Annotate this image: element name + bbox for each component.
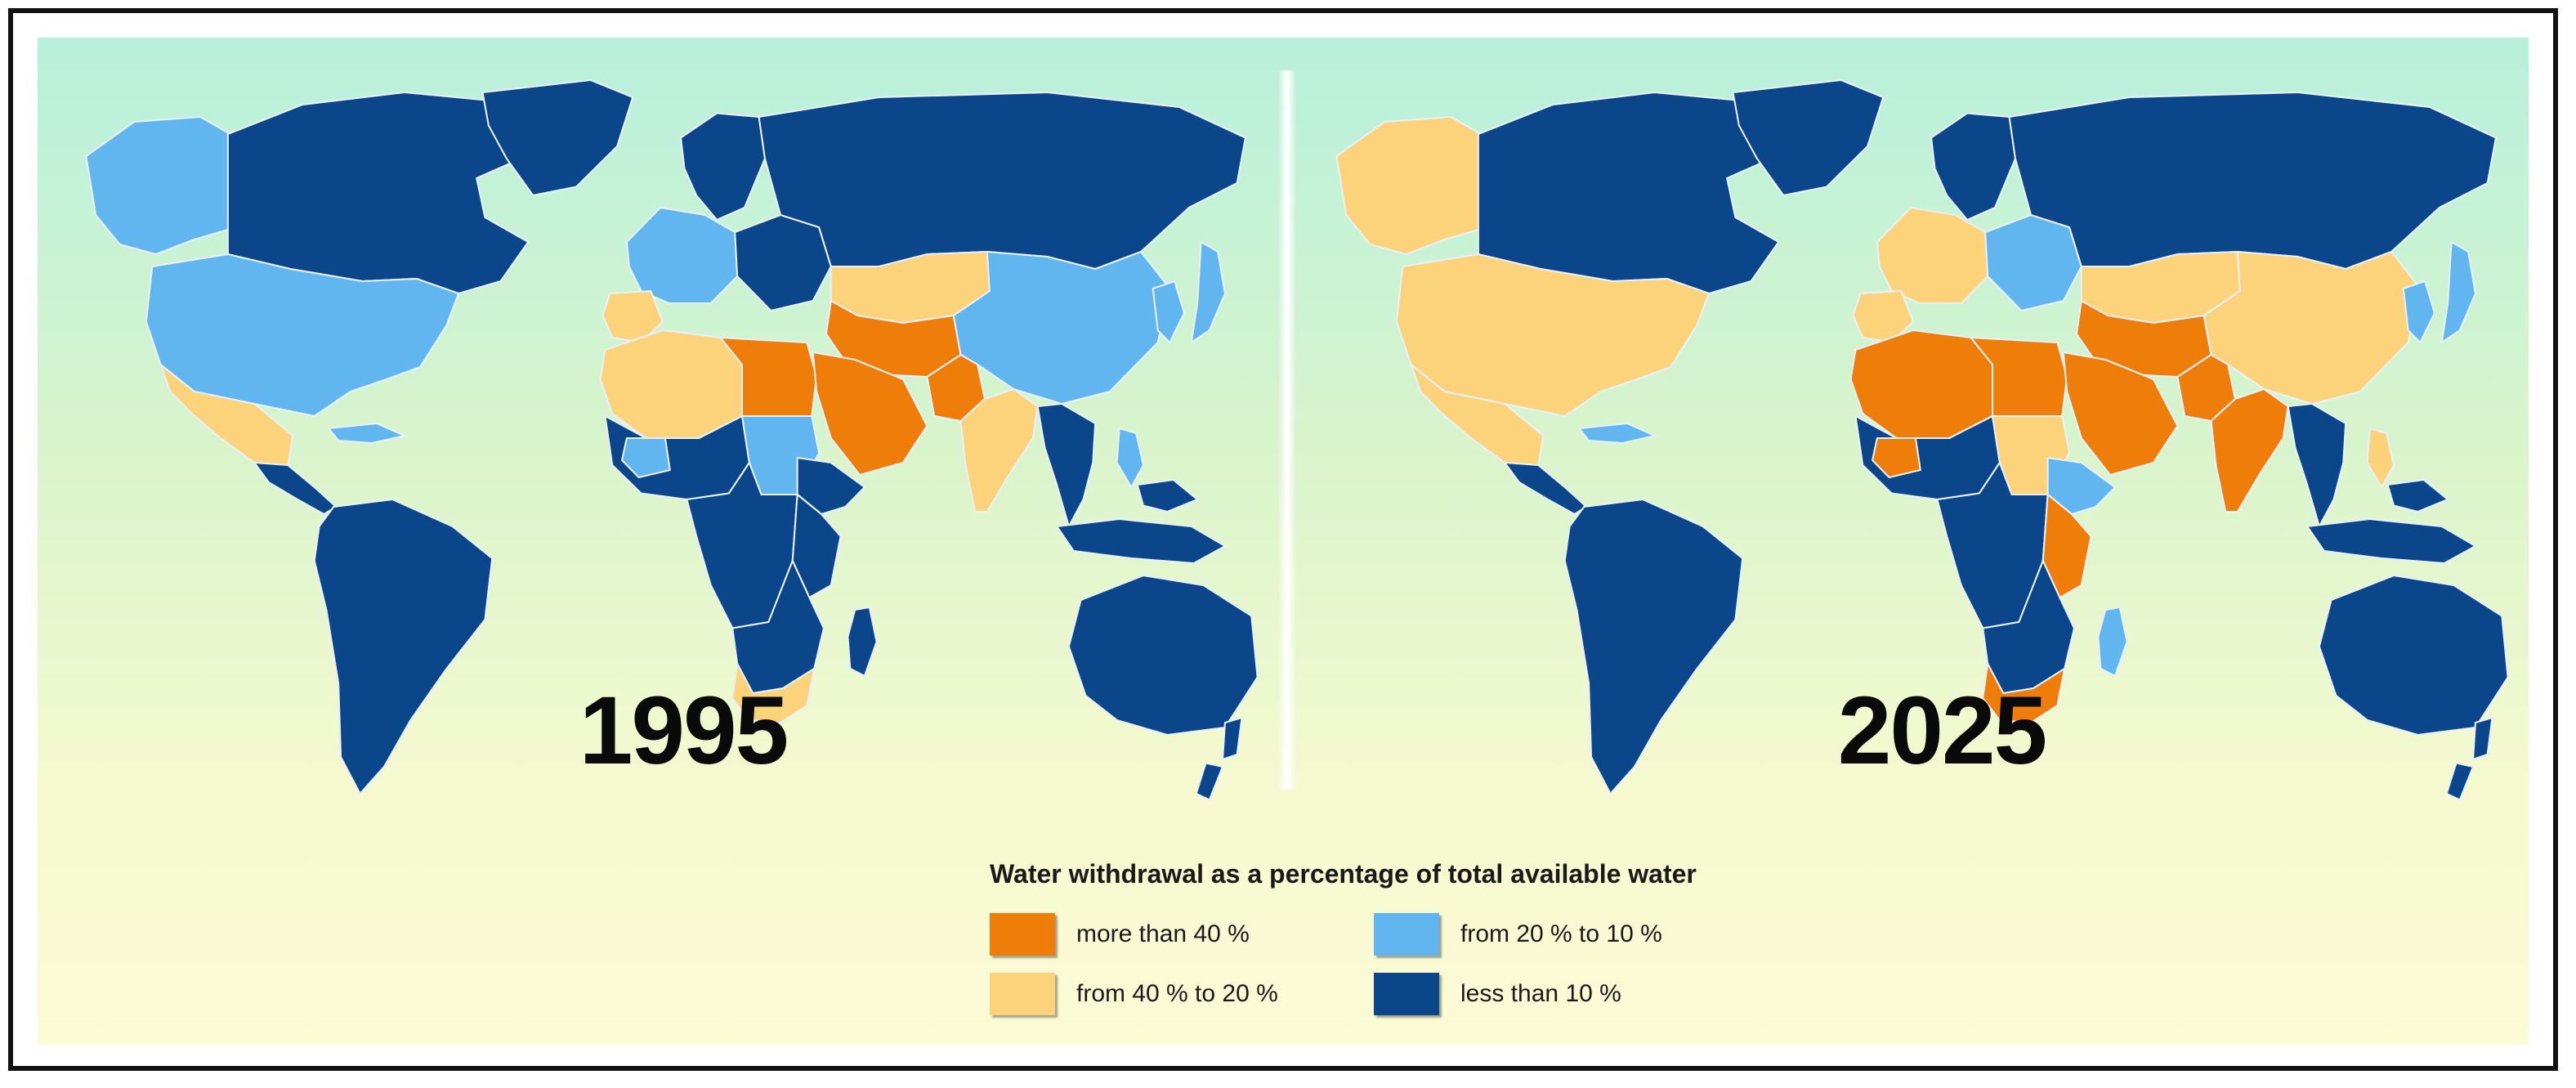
region-philippines [2366, 427, 2395, 489]
region-new-zealand [1221, 716, 1243, 761]
map-legend: Water withdrawal as a percentage of tota… [990, 859, 1970, 1031]
region-eastern-europe [734, 213, 832, 312]
map-year-label: 1995 [579, 677, 789, 785]
legend-swatch [1374, 913, 1439, 956]
legend-label: less than 10 % [1460, 980, 1621, 1007]
region-cuba [328, 422, 405, 445]
region-north-africa-west [1849, 329, 1994, 440]
region-greenland [481, 78, 634, 197]
region-central-america [253, 461, 338, 516]
legend-label: more than 40 % [1076, 920, 1250, 947]
region-india [959, 387, 1039, 513]
legend-title: Water withdrawal as a percentage of tota… [990, 859, 1697, 889]
region-russia [2008, 91, 2497, 271]
region-korea-japan [1152, 280, 1186, 344]
region-australia [1067, 574, 1259, 737]
region-new-zealand [2445, 762, 2475, 801]
region-india [2210, 387, 2289, 513]
region-north-africa-west [599, 329, 744, 440]
region-australia [2318, 574, 2509, 737]
region-korea-japan [2440, 240, 2476, 344]
region-arabia [812, 351, 928, 477]
region-alaska [1335, 115, 1482, 256]
region-russia [758, 91, 1246, 271]
region-south-america [1563, 498, 1744, 795]
region-western-europe [625, 206, 739, 305]
legend-label: from 40 % to 20 % [1076, 980, 1278, 1007]
region-new-zealand [2471, 716, 2493, 761]
map-year-label: 2025 [1837, 677, 2048, 785]
figure-frame: 1995 2025 Water withdrawal as a percenta… [8, 8, 2558, 1071]
legend-swatch [1374, 973, 1439, 1015]
region-korea-japan [1190, 240, 1226, 344]
region-eastern-europe [1984, 213, 2082, 312]
region-southeast-asia [2287, 402, 2347, 528]
region-indonesia [2306, 517, 2476, 565]
world-map-1995 [62, 70, 1263, 806]
legend-item: from 20 % to 10 % [1374, 910, 1662, 959]
region-scandinavia [680, 112, 766, 222]
region-china [2203, 250, 2422, 405]
world-map-svg [85, 78, 1259, 801]
region-china [952, 250, 1171, 405]
region-sahel-west [1871, 437, 1921, 479]
region-scandinavia [1930, 112, 2016, 222]
region-central-america [1504, 461, 1588, 516]
region-cuba [1578, 422, 1656, 445]
region-new-zealand [1195, 762, 1224, 801]
region-sahel-west [620, 437, 671, 479]
panel-divider [1278, 70, 1296, 790]
world-map-svg [1335, 78, 2509, 801]
legend-item: from 40 % to 20 % [990, 969, 1278, 1019]
region-arabia [2062, 351, 2179, 477]
region-south-america [313, 498, 494, 795]
legend-swatch [990, 973, 1055, 1015]
legend-item: more than 40 % [990, 910, 1250, 959]
region-korea-japan [2402, 280, 2436, 344]
region-philippines [1116, 427, 1145, 489]
region-southeast-asia [1036, 402, 1097, 528]
legend-label: from 20 % to 10 % [1460, 920, 1662, 947]
figure-background: 1995 2025 Water withdrawal as a percenta… [38, 38, 2529, 1045]
region-indonesia [2386, 478, 2449, 513]
region-south-africa [1982, 662, 2066, 724]
legend-item: less than 10 % [1374, 969, 1621, 1019]
legend-swatch [990, 913, 1055, 956]
region-south-africa [731, 662, 816, 724]
region-indonesia [1136, 478, 1199, 513]
region-madagascar [847, 606, 878, 678]
region-western-europe [1876, 206, 1989, 305]
world-map-2025 [1313, 70, 2514, 806]
region-indonesia [1056, 517, 1226, 565]
region-alaska [85, 115, 231, 256]
region-greenland [1732, 78, 1885, 197]
region-madagascar [2097, 606, 2128, 678]
